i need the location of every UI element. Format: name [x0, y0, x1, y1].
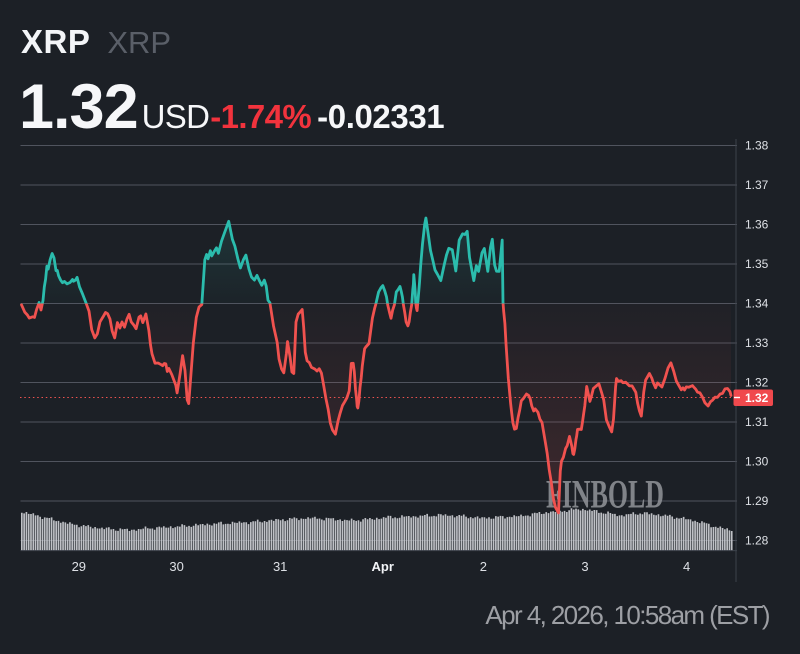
svg-text:1.35: 1.35: [745, 257, 769, 271]
svg-text:1.36: 1.36: [745, 218, 769, 232]
svg-text:1.30: 1.30: [745, 455, 769, 469]
svg-text:4: 4: [683, 559, 690, 574]
svg-text:1.38: 1.38: [745, 139, 769, 153]
svg-text:31: 31: [273, 559, 287, 574]
svg-text:29: 29: [72, 559, 86, 574]
svg-text:1.37: 1.37: [745, 178, 769, 192]
svg-text:1.29: 1.29: [745, 494, 769, 508]
svg-text:FINBOLD: FINBOLD: [546, 472, 664, 517]
svg-text:1.31: 1.31: [745, 415, 769, 429]
svg-text:3: 3: [581, 559, 588, 574]
svg-text:2: 2: [480, 559, 487, 574]
svg-text:1.32: 1.32: [745, 391, 769, 405]
svg-text:30: 30: [169, 559, 183, 574]
svg-text:Apr: Apr: [372, 559, 394, 574]
svg-text:1.32: 1.32: [745, 376, 769, 390]
svg-text:1.34: 1.34: [745, 297, 769, 311]
svg-text:1.33: 1.33: [745, 336, 769, 350]
svg-text:1.28: 1.28: [745, 534, 769, 548]
